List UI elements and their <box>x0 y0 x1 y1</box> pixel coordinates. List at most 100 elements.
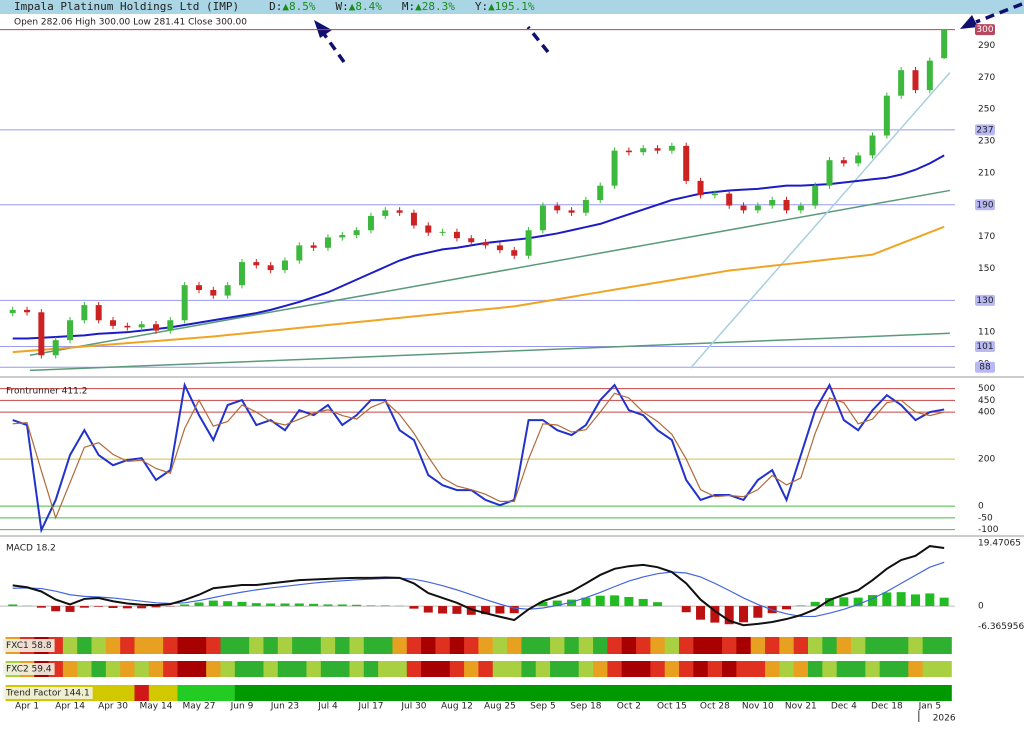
candle-body <box>683 145 690 181</box>
heat-cell <box>607 637 623 654</box>
y-tick-label: 170 <box>978 232 995 242</box>
candle-body <box>869 135 876 156</box>
header-band <box>0 0 1024 14</box>
panel-title-bg <box>3 639 55 652</box>
heat-cell <box>335 637 350 654</box>
heat-cell <box>664 661 680 677</box>
change-label: M: <box>402 0 415 13</box>
histogram-bar <box>8 604 18 607</box>
histogram-bar <box>653 602 663 607</box>
heat-cell <box>664 637 680 654</box>
heat-cell <box>679 661 694 677</box>
heat-cell <box>736 637 752 654</box>
level-label: 300 <box>976 25 993 35</box>
x-tick-label: Nov 21 <box>785 702 817 712</box>
heat-cell <box>578 661 594 677</box>
histogram-bar <box>868 595 877 607</box>
heat-cell <box>134 661 150 677</box>
histogram-bar <box>79 606 89 608</box>
candle-body <box>195 285 202 290</box>
heat-cell <box>564 685 580 701</box>
change-value: ▲28.3% <box>415 0 455 13</box>
candle-body <box>81 305 88 321</box>
y-tick-label: 200 <box>978 455 995 465</box>
candle-body <box>24 309 31 313</box>
heat-cell <box>535 685 551 701</box>
heat-cell <box>779 685 795 701</box>
panel-title: FXC2 59.4 <box>6 665 52 675</box>
heat-cell <box>148 685 164 701</box>
heat-cell <box>449 637 465 654</box>
histogram-bar <box>223 601 233 607</box>
heat-cell <box>836 637 852 654</box>
histogram-bar <box>624 596 634 607</box>
candle-body <box>310 245 317 248</box>
histogram-bar <box>94 606 104 607</box>
heat-cell <box>564 637 580 654</box>
heat-cell <box>793 661 809 677</box>
candle-body <box>840 160 847 164</box>
heat-cell <box>808 637 823 654</box>
heat-cell <box>335 685 350 701</box>
heat-cell <box>621 637 637 654</box>
candle-body <box>711 193 718 196</box>
heat-cell <box>478 637 494 654</box>
heat-cell <box>693 637 709 654</box>
histogram-bar <box>910 594 920 607</box>
heat-cell <box>220 637 236 654</box>
candle-body <box>453 231 460 239</box>
heat-cell <box>306 637 322 654</box>
x-tick-label: Jun 9 <box>230 702 254 712</box>
candle-body <box>67 320 74 341</box>
histogram-bar <box>825 597 835 607</box>
heat-cell <box>77 661 93 677</box>
candle-body <box>296 245 303 261</box>
candle-body <box>783 200 790 211</box>
candle-body <box>769 200 776 206</box>
histogram-bar <box>208 600 218 607</box>
histogram-bar <box>137 606 147 609</box>
trendline <box>29 189 951 357</box>
heat-cell <box>765 661 780 677</box>
candle-body <box>941 29 948 59</box>
heat-cell <box>679 637 694 654</box>
candle-body <box>625 150 632 153</box>
heat-cell <box>693 661 709 677</box>
heat-cell <box>234 685 250 701</box>
heat-cell <box>177 661 193 677</box>
heat-cell <box>851 637 866 654</box>
heat-cell <box>578 637 594 654</box>
heat-cell <box>292 685 307 701</box>
heat-cell <box>277 637 293 654</box>
change-value: ▲8.5% <box>282 0 315 13</box>
heat-cell <box>621 685 637 701</box>
heat-cell <box>865 685 881 701</box>
candle-body <box>425 225 432 233</box>
level-label: 130 <box>976 296 993 306</box>
series-line <box>12 392 945 520</box>
heat-cell <box>765 685 780 701</box>
y-tick-label: 0 <box>978 602 984 612</box>
heat-cell <box>693 685 709 701</box>
heat-cell <box>177 685 193 701</box>
y-tick-label: 270 <box>978 73 995 83</box>
heat-cell <box>163 661 178 677</box>
heat-cell <box>621 661 637 677</box>
heat-cell <box>492 685 508 701</box>
histogram-bar <box>509 606 519 614</box>
heat-cell <box>449 685 465 701</box>
histogram-bar <box>323 604 333 607</box>
heat-cell <box>750 661 766 677</box>
y-tick-label: -6.365956 <box>978 622 1024 632</box>
candle-body <box>181 285 188 321</box>
x-tick-label: Nov 10 <box>742 702 774 712</box>
histogram-bar <box>51 606 61 612</box>
heat-cell <box>249 661 264 677</box>
heat-cell <box>550 685 565 701</box>
histogram-bar <box>839 597 849 607</box>
x-tick-label: Jul 4 <box>317 702 338 712</box>
histogram-bar <box>567 599 577 607</box>
y-tick-label: 110 <box>978 328 995 338</box>
histogram-bar <box>180 604 190 607</box>
histogram-bar <box>294 603 304 607</box>
